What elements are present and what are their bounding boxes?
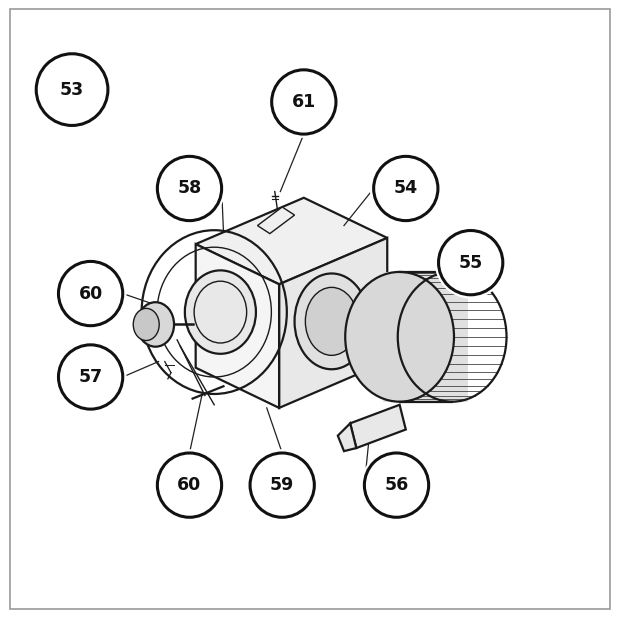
Circle shape xyxy=(247,450,317,520)
Text: 61: 61 xyxy=(291,93,316,111)
Text: 57: 57 xyxy=(79,368,103,386)
Text: 59: 59 xyxy=(270,476,294,494)
Ellipse shape xyxy=(185,271,256,353)
Polygon shape xyxy=(196,244,279,408)
Polygon shape xyxy=(196,198,388,284)
Circle shape xyxy=(361,450,432,520)
Polygon shape xyxy=(257,207,294,234)
Ellipse shape xyxy=(306,287,358,355)
Polygon shape xyxy=(350,405,406,448)
Polygon shape xyxy=(383,272,469,402)
Polygon shape xyxy=(338,423,356,451)
Text: 54: 54 xyxy=(394,179,418,198)
Circle shape xyxy=(435,227,506,298)
Ellipse shape xyxy=(137,302,174,347)
Text: 58: 58 xyxy=(177,179,202,198)
Circle shape xyxy=(268,67,339,137)
Circle shape xyxy=(55,258,126,329)
Ellipse shape xyxy=(345,272,454,402)
Ellipse shape xyxy=(133,308,159,341)
Text: 60: 60 xyxy=(177,476,202,494)
Circle shape xyxy=(33,51,111,129)
Circle shape xyxy=(371,153,441,224)
Ellipse shape xyxy=(294,274,369,370)
Circle shape xyxy=(55,342,126,412)
Text: 55: 55 xyxy=(459,253,483,272)
Circle shape xyxy=(154,450,224,520)
Circle shape xyxy=(154,153,224,224)
Text: 53: 53 xyxy=(60,80,84,99)
Polygon shape xyxy=(279,238,388,408)
Text: 56: 56 xyxy=(384,476,409,494)
Text: 60: 60 xyxy=(79,284,103,303)
